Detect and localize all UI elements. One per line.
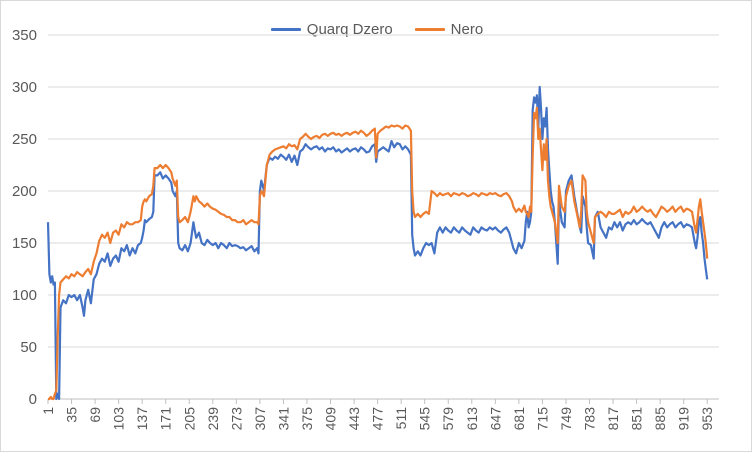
y-tick-label: 50 <box>20 339 37 356</box>
x-tick-label: 885 <box>652 407 668 431</box>
series-line-1 <box>46 85 709 401</box>
y-tick-label: 200 <box>12 183 37 200</box>
y-tick-label: 300 <box>12 79 37 96</box>
x-tick-label: 239 <box>205 407 221 431</box>
legend-item-series-2: Nero <box>414 21 484 38</box>
legend-swatch-series-2 <box>414 28 445 31</box>
y-tick-label: 100 <box>12 287 37 304</box>
x-tick-label: 307 <box>252 407 268 431</box>
x-tick-label: 103 <box>111 407 127 431</box>
x-tick-label: 783 <box>582 407 598 431</box>
x-tick-label: 579 <box>440 407 456 431</box>
x-tick-label: 205 <box>181 407 197 431</box>
x-tick-label: 749 <box>558 407 574 431</box>
x-tick-label: 953 <box>699 407 715 431</box>
x-tick-label: 409 <box>323 407 339 431</box>
y-tick-label: 250 <box>12 131 37 148</box>
x-tick-label: 851 <box>629 407 645 431</box>
x-tick-label: 273 <box>228 407 244 431</box>
x-tick-label: 35 <box>64 407 80 423</box>
y-tick-label: 0 <box>29 391 37 408</box>
x-tick-label: 443 <box>346 407 362 431</box>
y-tick-label: 350 <box>12 27 37 44</box>
legend-label-series-2: Nero <box>450 21 484 38</box>
x-tick-label: 511 <box>393 407 409 430</box>
x-tick-label: 1 <box>40 407 56 415</box>
x-tick-label: 613 <box>464 407 480 431</box>
x-tick-label: 171 <box>158 407 174 431</box>
legend-swatch-series-1 <box>270 28 301 31</box>
x-tick-label: 919 <box>676 407 692 431</box>
x-tick-label: 647 <box>487 407 503 431</box>
x-tick-label: 545 <box>417 407 433 431</box>
legend: Quarq Dzero Nero <box>1 21 752 38</box>
x-tick-label: 715 <box>534 407 550 431</box>
x-tick-label: 341 <box>275 407 291 431</box>
x-tick-label: 69 <box>87 407 103 423</box>
x-tick-label: 817 <box>605 407 621 431</box>
x-tick-label: 137 <box>134 407 150 431</box>
legend-label-series-1: Quarq Dzero <box>306 21 393 38</box>
y-tick-label: 150 <box>12 235 37 252</box>
legend-item-series-1: Quarq Dzero <box>270 21 393 38</box>
x-tick-label: 375 <box>299 407 315 431</box>
series-line-2 <box>48 106 709 401</box>
x-tick-label: 681 <box>511 407 527 431</box>
x-tick-label: 477 <box>370 407 386 431</box>
